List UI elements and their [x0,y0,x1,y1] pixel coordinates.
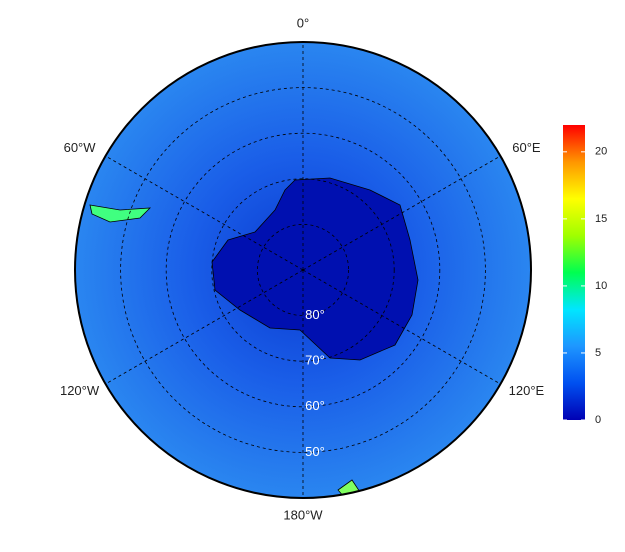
colorbar-tick-label: 15 [595,213,607,225]
longitude-label: 0° [297,15,309,30]
colorbar-tick-label: 0 [595,414,601,426]
meridian [105,155,304,271]
south-america-tip [89,204,152,223]
antarctica [211,177,419,361]
longitude-label: 120°E [509,383,545,398]
latitude-label: 70° [305,353,325,368]
meridian [302,269,501,385]
longitude-label: 60°E [512,140,541,155]
meridian [302,155,501,271]
map-border [74,41,532,499]
colorbar-tick-label: 20 [595,146,607,158]
latitude-circle [256,223,349,316]
latitude-circle [165,132,441,408]
latitude-label: 50° [305,444,325,459]
longitude-label: 180°W [283,507,323,522]
latitude-circle [211,178,395,362]
latitude-label: 60° [305,398,325,413]
longitude-label: 120°W [60,383,100,398]
graticule: 80° 70° 60° 50° [105,42,501,498]
meridian [105,269,304,385]
colorbar-tick-label: 5 [595,347,601,359]
colorbar-tick-label: 10 [595,280,607,292]
longitude-label: 60°W [64,140,97,155]
colorbar [563,125,585,420]
latitude-label: 80° [305,307,325,322]
